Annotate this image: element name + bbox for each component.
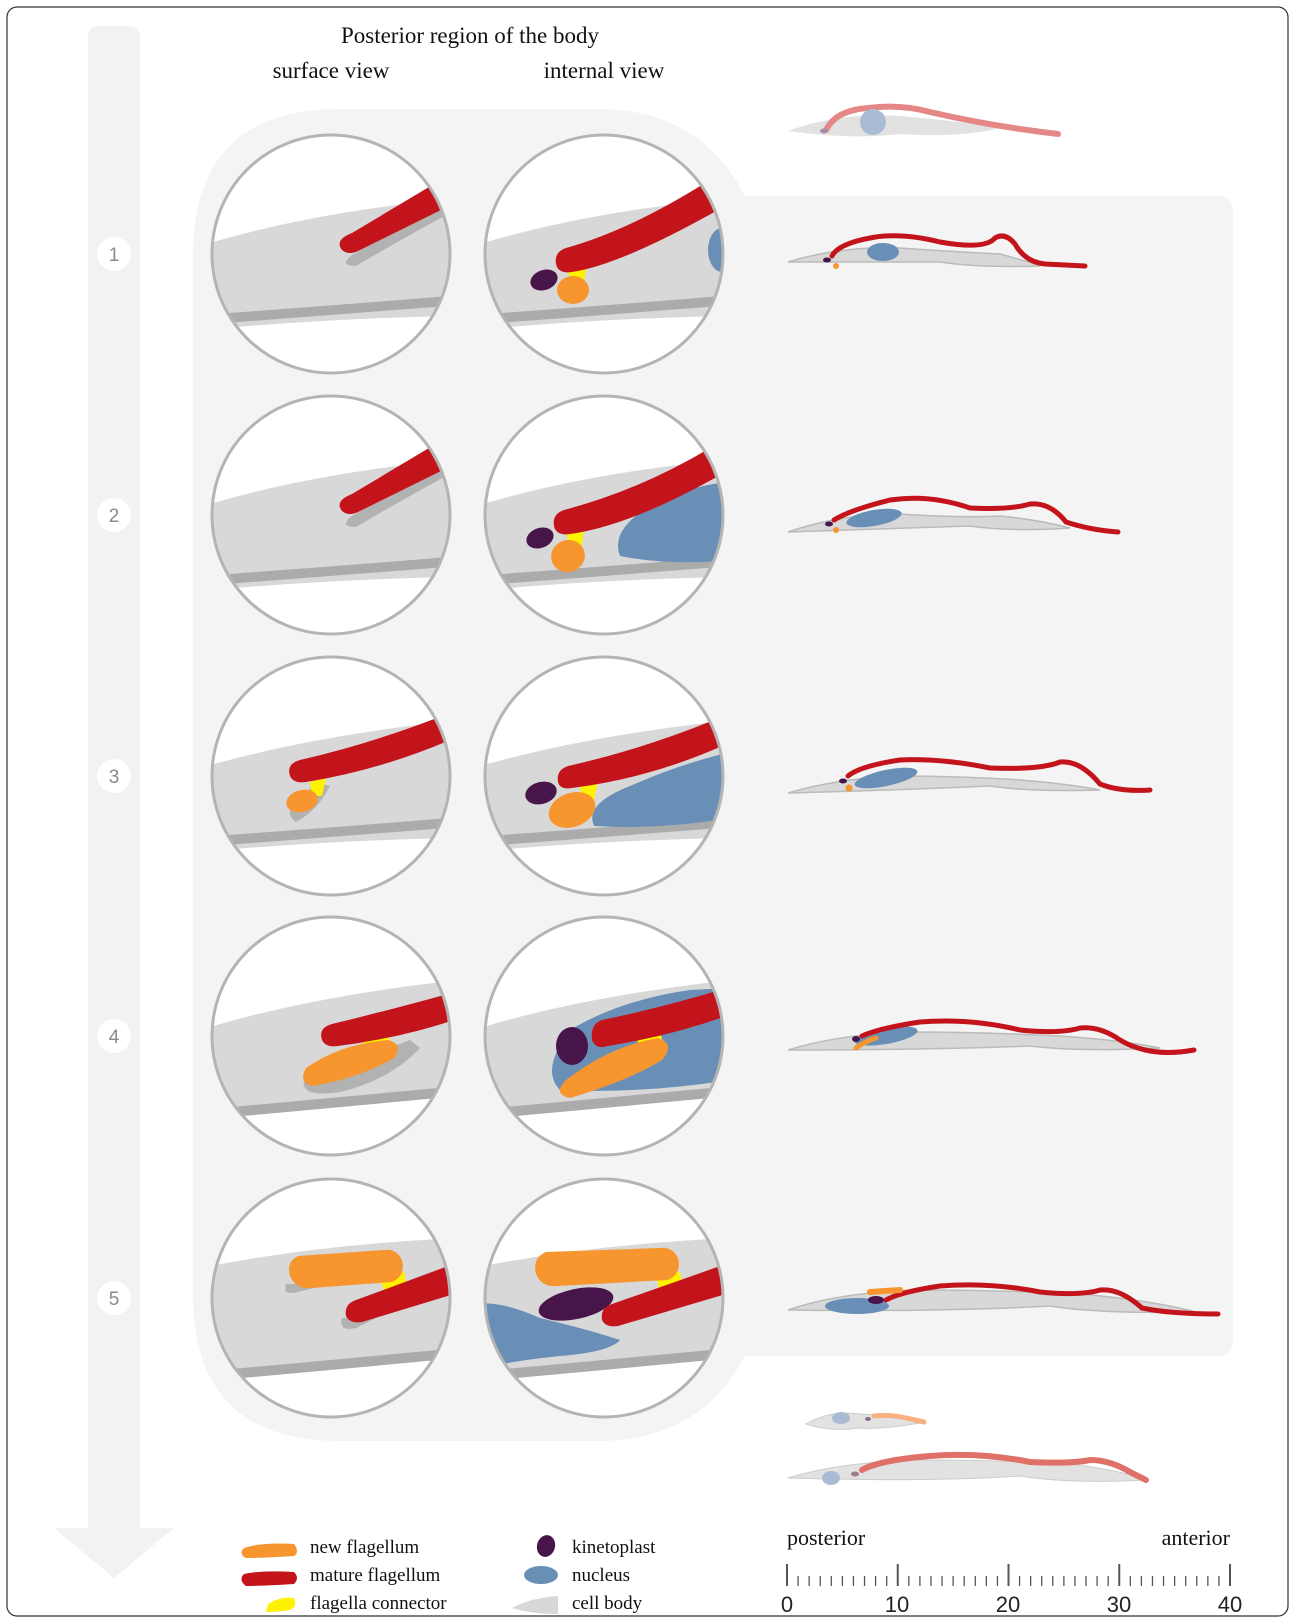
cell-edge-shadow [485,1086,723,1120]
step-5-label: 5 [109,1289,120,1310]
step-5-surface-view [210,1177,452,1419]
cell-edge-shadow [212,556,450,586]
legend-mature-flagellum-swatch [241,1571,297,1586]
new-flagellum [551,539,585,573]
legend-connector-label: flagella connector [310,1593,447,1614]
new-flagellum [559,1038,669,1098]
scale-tick-10: 10 [885,1592,909,1617]
new-flagellum [303,1040,398,1086]
step-2-label: 2 [109,506,120,527]
legend-new-flagellum-label: new flagellum [310,1537,419,1558]
new-flagellum [535,1247,679,1287]
scale-bar: posterior anterior 0 10 20 30 40 [781,1525,1242,1617]
cell-stage-2 [787,495,1121,535]
mature-flagellum [553,448,722,535]
mature-flagellum [339,445,445,514]
legend-kinetoplast-label: kinetoplast [572,1537,656,1558]
legend-nucleus-swatch [524,1566,558,1584]
step-3-label: 3 [109,767,120,788]
step-2-surface-view [210,394,452,636]
mature-flagellum [555,183,718,273]
nucleus [485,1303,620,1372]
legend-connector-swatch [266,1597,296,1612]
cell-stage-5 [787,1282,1221,1317]
cell-stage-0 [788,103,1061,137]
mature-flagellum [601,1266,723,1327]
scale-tick-30: 30 [1107,1592,1131,1617]
legend-cell-body-swatch [512,1596,558,1614]
step-1-surface-view [210,133,452,375]
step-markers: 1 2 3 4 5 [97,237,131,1315]
new-flagellum [289,1249,403,1289]
scale-tick-20: 20 [996,1592,1020,1617]
kinetoplast [526,527,554,549]
figure-title: Posterior region of the body [341,23,600,48]
cell-daughter-small [804,1412,927,1430]
mature-flagellum [345,1266,450,1323]
step-1-label: 1 [109,245,120,266]
time-arrow [54,26,174,1578]
step-1-internal-view [483,133,725,375]
step-4-internal-view [483,915,725,1157]
step-3-surface-view [210,655,452,897]
scale-posterior-label: posterior [787,1525,866,1550]
scale-tick-0: 0 [781,1592,793,1617]
step-4-label: 4 [109,1027,120,1048]
kinetoplast [538,1287,614,1321]
scale-anterior-label: anterior [1162,1525,1231,1550]
legend-mature-flagellum-label: mature flagellum [310,1565,441,1586]
cell-edge-shadow [212,295,450,325]
cell-edge-shadow [485,295,723,325]
legend-new-flagellum-swatch [241,1543,297,1558]
step-2-internal-view [483,394,725,636]
mature-flagellum [591,990,723,1048]
mature-flagellum [289,716,450,783]
new-flagellum [548,792,596,828]
pocket-shadow [345,465,448,527]
cell-edge-shadow [212,817,450,847]
cell-daughter-large [787,1451,1149,1485]
legend-kinetoplast-swatch [536,1535,556,1557]
cell-stage-4 [787,1018,1197,1055]
kinetoplast [530,269,558,291]
cell-edge-shadow [485,556,723,586]
step-5-internal-view [483,1177,725,1419]
scale-ticks [786,1564,1231,1586]
mature-flagellum [557,720,722,789]
scale-tick-40: 40 [1218,1592,1242,1617]
legend-cell-body-label: cell body [572,1593,643,1614]
step-3-internal-view [483,655,725,897]
cell-stage-1 [787,233,1088,269]
cell-edge-shadow [485,1348,723,1382]
surface-view-label: surface view [273,58,390,83]
cell-edge-shadow [212,1086,450,1120]
kinetoplast [556,1027,588,1065]
flagella-connector [310,778,326,796]
kinetoplast [525,781,557,805]
internal-view-label: internal view [544,58,665,83]
nucleus [618,482,723,563]
legend: new flagellum mature flagellum flagella … [241,1535,656,1614]
new-flagellum [286,789,318,813]
cell-edge-shadow [212,1348,450,1382]
legend-nucleus-label: nucleus [572,1565,630,1586]
cell-stage-3 [787,757,1153,794]
mature-flagellum [321,994,450,1047]
step-4-surface-view [210,915,452,1157]
mature-flagellum [339,184,445,253]
pocket-shadow [345,204,448,266]
nucleus [592,752,723,827]
new-flagellum [557,276,589,304]
